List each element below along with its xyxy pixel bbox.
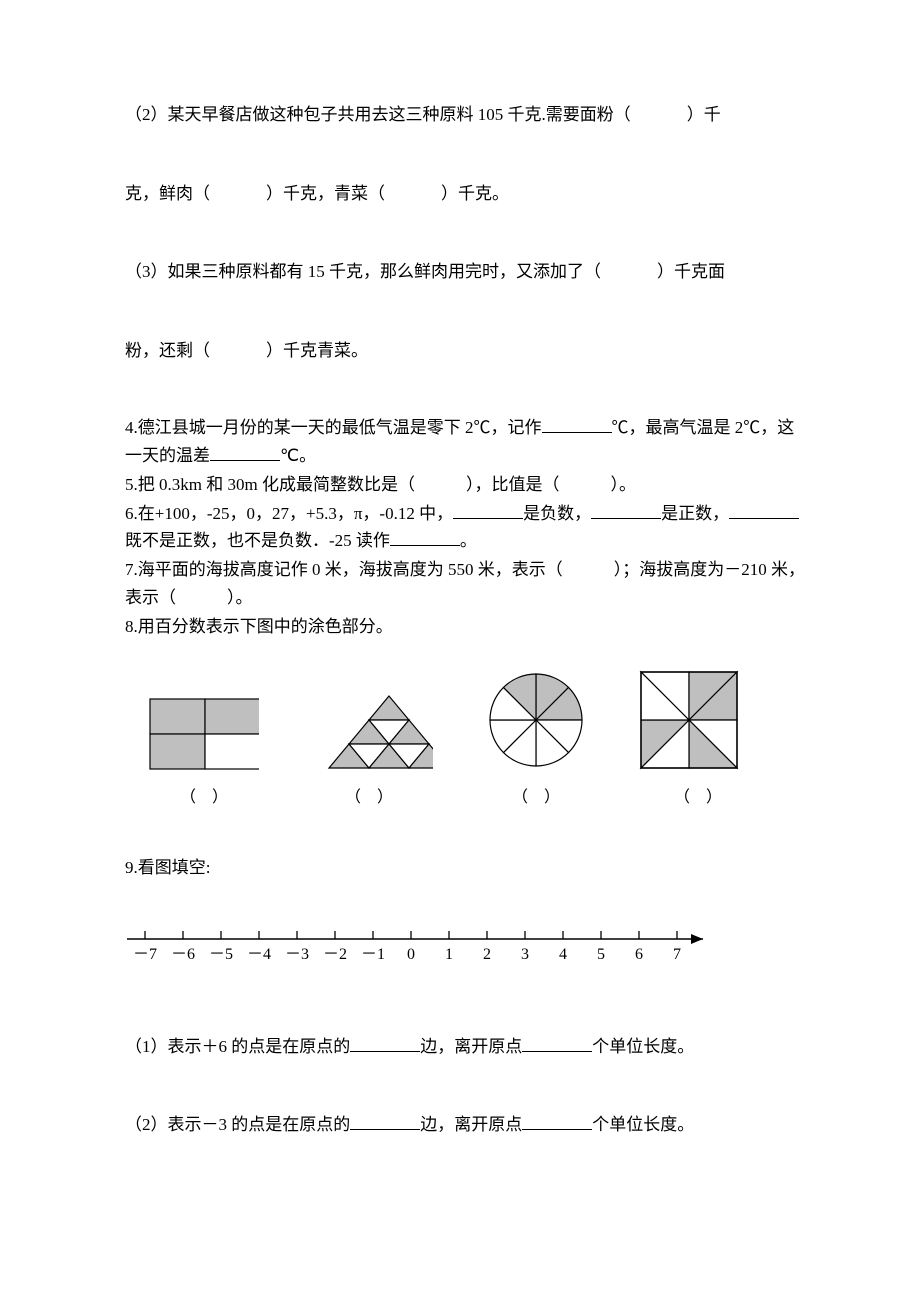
diagram-rectangle xyxy=(149,698,259,770)
svg-text:4: 4 xyxy=(559,946,567,963)
q9s2-text-2: 边，离开原点 xyxy=(420,1115,522,1134)
blank-underline xyxy=(522,1033,592,1052)
svg-text:－3: －3 xyxy=(285,946,309,963)
question-2-line2: 克，鲜肉（ ）千克，青菜（ ）千克。 xyxy=(125,179,810,210)
diagram-triangles xyxy=(305,694,433,770)
q2-text-2: ）千 xyxy=(687,105,721,124)
question-3: （3）如果三种原料都有 15 千克，那么鲜肉用完时，又添加了（ ）千克面 xyxy=(125,257,810,288)
diagram-circle xyxy=(479,670,593,770)
q3-text-3: 粉，还剩（ xyxy=(125,341,210,360)
diagram-label: （ ） xyxy=(639,784,757,813)
blank-underline xyxy=(542,415,612,434)
triangle-grid-icon xyxy=(305,694,433,770)
q4-text-3: ℃。 xyxy=(280,446,316,465)
svg-text:3: 3 xyxy=(521,946,529,963)
question-8: 8.用百分数表示下图中的涂色部分。 xyxy=(125,613,810,640)
q3-text-1: （3）如果三种原料都有 15 千克，那么鲜肉用完时，又添加了（ xyxy=(125,262,601,281)
diagram-label: （ ） xyxy=(149,784,259,813)
q6-text-4: 既不是正数，也不是负数．-25 读作 xyxy=(125,531,390,550)
q2-text-5: ）千克。 xyxy=(441,184,509,203)
q6-text-5: 。 xyxy=(460,531,477,550)
diagram-row xyxy=(149,670,810,770)
question-3-line2: 粉，还剩（ ）千克青菜。 xyxy=(125,336,810,367)
number-line-svg: －7 －6 －5 －4 －3 －2 －1 0 1 2 3 4 5 6 7 xyxy=(125,925,745,969)
blank-underline xyxy=(350,1033,420,1052)
svg-text:7: 7 xyxy=(673,946,681,963)
svg-text:2: 2 xyxy=(483,946,491,963)
questions-4-to-8: 4.德江县城一月份的某一天的最低气温是零下 2℃，记作℃，最高气温是 2℃，这一… xyxy=(125,414,810,640)
diagram-label: （ ） xyxy=(305,784,433,813)
q9s1-text-3: 个单位长度。 xyxy=(592,1037,694,1056)
svg-text:－5: －5 xyxy=(209,946,233,963)
svg-text:－7: －7 xyxy=(133,946,157,963)
blank-underline xyxy=(522,1112,592,1131)
svg-text:0: 0 xyxy=(407,946,415,963)
diagram-square xyxy=(639,670,739,770)
question-6: 6.在+100，-25，0，27，+5.3，π，-0.12 中， 是负数， 是正数，… xyxy=(125,500,810,554)
question-9-sub1: （1）表示＋6 的点是在原点的 边，离开原点 个单位长度。 xyxy=(125,1032,810,1063)
blank-underline xyxy=(350,1112,420,1131)
q2-line1: （2）某天早餐店做这种包子共用去这三种原料 105 千克.需要面粉（ ）千 xyxy=(125,100,810,131)
svg-text:－4: －4 xyxy=(247,946,271,963)
svg-text:－6: －6 xyxy=(171,946,195,963)
q6-text-3: 是正数， xyxy=(661,504,729,523)
blank-underline xyxy=(210,442,280,461)
question-2: （2）某天早餐店做这种包子共用去这三种原料 105 千克.需要面粉（ ）千 xyxy=(125,100,810,131)
q4-text-1: 4.德江县城一月份的某一天的最低气温是零下 2℃，记作 xyxy=(125,418,542,437)
question-5: 5.把 0.3km 和 30m 化成最简整数比是（ ），比值是（ ）。 xyxy=(125,471,810,498)
q9s2-text-1: （2）表示－3 的点是在原点的 xyxy=(125,1115,350,1134)
blank-underline xyxy=(453,500,523,519)
blank-underline xyxy=(390,527,460,546)
blank-underline xyxy=(729,500,799,519)
svg-text:1: 1 xyxy=(445,946,453,963)
q2-text-3: 克，鲜肉（ xyxy=(125,184,210,203)
question-9-sub2: （2）表示－3 的点是在原点的 边，离开原点 个单位长度。 xyxy=(125,1110,810,1141)
q2-text-1: （2）某天早餐店做这种包子共用去这三种原料 105 千克.需要面粉（ xyxy=(125,105,631,124)
diagram-labels: （ ） （ ） （ ） （ ） xyxy=(149,784,810,813)
svg-text:－2: －2 xyxy=(323,946,347,963)
rectangle-grid-icon xyxy=(149,698,259,770)
q3-line1: （3）如果三种原料都有 15 千克，那么鲜肉用完时，又添加了（ ）千克面 xyxy=(125,257,810,288)
q3-text-4: ）千克青菜。 xyxy=(266,341,368,360)
svg-text:6: 6 xyxy=(635,946,643,963)
q6-text-1: 6.在+100，-25，0，27，+5.3，π，-0.12 中， xyxy=(125,504,453,523)
q3-line2: 粉，还剩（ ）千克青菜。 xyxy=(125,336,810,367)
svg-text:5: 5 xyxy=(597,946,605,963)
q9s2-text-3: 个单位长度。 xyxy=(592,1115,694,1134)
blank-underline xyxy=(591,500,661,519)
question-9-title: 9.看图填空: xyxy=(125,853,810,884)
diagram-label: （ ） xyxy=(479,784,593,813)
svg-text:－1: －1 xyxy=(361,946,385,963)
pie-circle-icon xyxy=(479,670,593,770)
question-4: 4.德江县城一月份的某一天的最低气温是零下 2℃，记作℃，最高气温是 2℃，这一… xyxy=(125,414,810,468)
q2-text-4: ）千克，青菜（ xyxy=(266,184,385,203)
q3-text-2: ）千克面 xyxy=(657,262,725,281)
q6-text-2: 是负数， xyxy=(523,504,591,523)
number-line: －7 －6 －5 －4 －3 －2 －1 0 1 2 3 4 5 6 7 xyxy=(125,925,810,980)
q9s1-text-1: （1）表示＋6 的点是在原点的 xyxy=(125,1037,350,1056)
square-diagonals-icon xyxy=(639,670,739,770)
q9s1-text-2: 边，离开原点 xyxy=(420,1037,522,1056)
q2-line2: 克，鲜肉（ ）千克，青菜（ ）千克。 xyxy=(125,179,810,210)
question-7: 7.海平面的海拔高度记作 0 米，海拔高度为 550 米，表示（ ）；海拔高度为… xyxy=(125,556,810,610)
